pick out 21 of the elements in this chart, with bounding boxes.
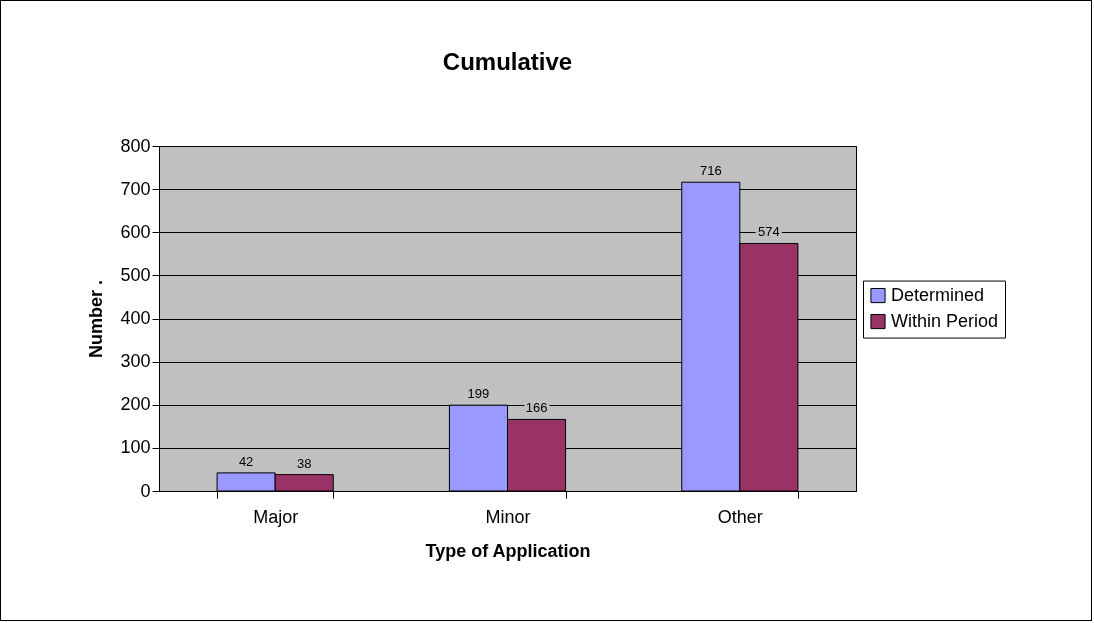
x-tick-label: Other bbox=[717, 506, 763, 527]
x-tick-label: Minor bbox=[485, 506, 531, 527]
legend-label: Within Period bbox=[891, 310, 999, 331]
y-tick-label: 700 bbox=[120, 178, 151, 199]
x-tick-label: Major bbox=[253, 506, 299, 527]
chart-title: Cumulative bbox=[442, 48, 573, 75]
y-tick-label: 800 bbox=[120, 135, 151, 156]
y-tick-label: 100 bbox=[120, 437, 151, 458]
y-tick-label: 0 bbox=[140, 480, 151, 501]
y-tick-label: 600 bbox=[120, 221, 151, 242]
y-tick-label: 200 bbox=[120, 394, 151, 415]
x-axis-title: Type of Application bbox=[425, 540, 591, 561]
y-axis-title: Number . bbox=[86, 279, 107, 359]
legend-label: Determined bbox=[891, 284, 985, 305]
y-tick-label: 400 bbox=[120, 308, 151, 328]
y-tick-label: 500 bbox=[120, 264, 151, 285]
data-label: 38 bbox=[296, 455, 312, 471]
data-label: 716 bbox=[699, 163, 722, 179]
y-tick-label: 300 bbox=[120, 351, 151, 372]
data-label: 199 bbox=[467, 386, 490, 402]
data-label: 42 bbox=[238, 453, 254, 469]
